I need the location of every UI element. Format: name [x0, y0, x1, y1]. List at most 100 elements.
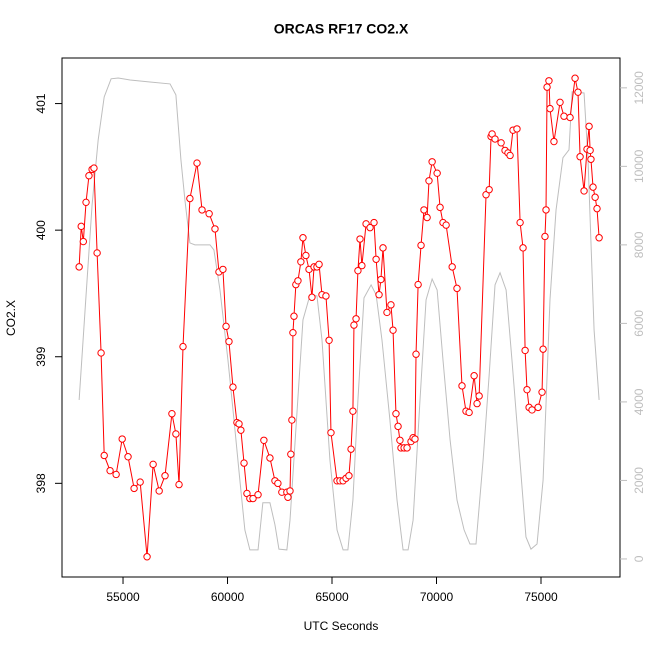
data-point — [205, 210, 213, 218]
data-point — [287, 450, 295, 458]
data-point — [161, 472, 169, 480]
data-point — [523, 385, 531, 394]
data-point — [516, 218, 524, 227]
data-point — [297, 258, 305, 266]
data-point — [448, 263, 456, 271]
plot-frame — [61, 57, 621, 578]
data-point — [379, 244, 387, 252]
data-point — [347, 445, 355, 453]
data-point — [302, 251, 310, 260]
data-point — [403, 444, 411, 452]
data-point — [436, 203, 444, 212]
data-point — [589, 183, 597, 191]
x-tick-label: 65000 — [315, 590, 349, 604]
data-point — [112, 470, 120, 479]
data-point — [266, 454, 274, 462]
data-point — [521, 346, 529, 355]
data-point — [546, 104, 554, 113]
data-point — [143, 553, 151, 561]
data-point — [423, 213, 431, 222]
data-point — [425, 177, 433, 185]
data-point — [193, 159, 201, 167]
data-point — [475, 392, 483, 400]
data-point — [453, 284, 461, 293]
data-point — [322, 292, 330, 300]
x-tick-label: 70000 — [420, 590, 454, 604]
data-point — [149, 460, 157, 469]
data-point — [237, 426, 245, 434]
data-point — [225, 337, 233, 346]
y-tick-label: 400 — [34, 220, 48, 240]
data-point — [586, 146, 594, 155]
data-point — [392, 410, 400, 418]
data-point — [172, 430, 180, 438]
data-point — [550, 137, 558, 146]
data-point — [458, 382, 466, 390]
data-point — [485, 185, 493, 194]
data-point — [542, 206, 550, 214]
data-point — [383, 308, 391, 317]
data-point — [538, 388, 546, 396]
data-point — [566, 113, 574, 122]
x-tick-label: 75000 — [524, 590, 558, 604]
data-point — [175, 480, 183, 489]
y2-tick-label: 12000 — [632, 71, 646, 105]
data-point — [75, 263, 83, 271]
data-point — [97, 349, 105, 357]
x-tick-label: 60000 — [211, 590, 245, 604]
y2-tick-label: 10000 — [632, 149, 646, 183]
data-point — [356, 235, 364, 243]
data-point — [179, 342, 187, 351]
data-point — [372, 255, 380, 263]
data-point — [560, 112, 568, 120]
data-point — [541, 232, 549, 241]
data-point — [219, 265, 227, 274]
data-point — [124, 453, 132, 461]
data-point — [377, 275, 385, 284]
data-point — [289, 328, 297, 337]
y-tick-label: 398 — [34, 473, 48, 493]
data-point — [354, 266, 362, 275]
data-point — [345, 472, 353, 480]
y2-tick-label: 6000 — [632, 310, 646, 337]
data-point — [130, 484, 138, 493]
data-point — [222, 322, 230, 331]
data-point — [82, 198, 90, 207]
data-point — [412, 350, 420, 358]
y2-tick-label: 2000 — [632, 467, 646, 494]
y2-tick-label: 4000 — [632, 388, 646, 415]
data-point — [539, 345, 547, 353]
y-tick-label: 401 — [34, 93, 48, 113]
data-point — [327, 428, 335, 437]
data-point — [428, 158, 436, 166]
data-point — [591, 193, 599, 201]
data-point — [284, 493, 292, 501]
data-point — [325, 336, 333, 344]
data-point — [349, 407, 357, 415]
data-point — [506, 151, 514, 160]
data-point — [545, 77, 553, 85]
data-point — [249, 494, 257, 503]
data-point — [497, 139, 505, 147]
data-point — [90, 164, 98, 172]
data-point — [417, 241, 425, 250]
data-point — [414, 280, 422, 289]
data-point — [587, 155, 595, 163]
data-point — [534, 403, 542, 412]
data-point — [211, 225, 219, 233]
x-axis-label: UTC Seconds — [304, 619, 379, 633]
y-tick-label: 399 — [34, 346, 48, 366]
data-point — [235, 420, 243, 428]
data-point — [394, 422, 402, 431]
data-point — [308, 293, 316, 301]
data-point — [168, 410, 176, 418]
data-point — [93, 249, 101, 257]
data-point — [79, 237, 88, 246]
data-point — [299, 234, 307, 242]
data-point — [290, 312, 298, 320]
data-point — [315, 260, 323, 269]
y-axis-label: CO2.X — [4, 300, 18, 336]
data-point — [576, 153, 584, 161]
data-point — [77, 222, 85, 231]
